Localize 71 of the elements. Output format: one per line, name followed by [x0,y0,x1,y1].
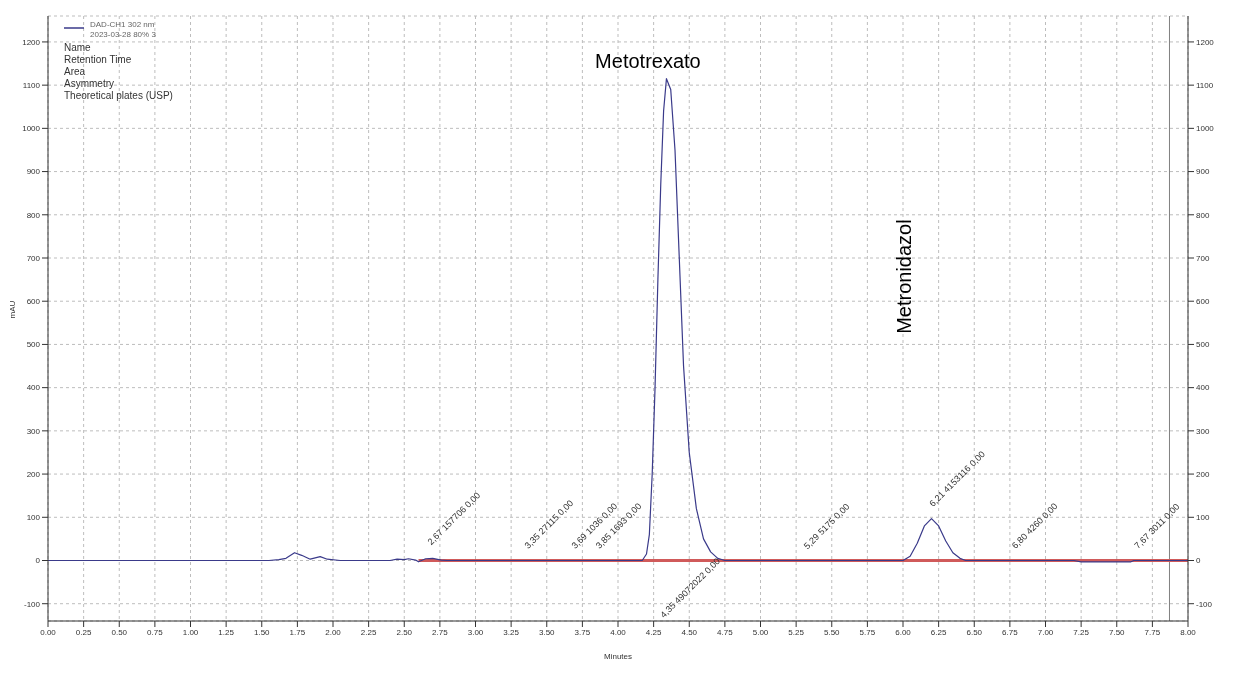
x-tick-label: 0.00 [40,627,57,637]
y-tick-label: 1000 [22,124,41,134]
x-tick-label: 1.75 [289,627,306,637]
y-tick-label: 1100 [22,80,41,90]
x-tick-label: 5.00 [752,627,769,637]
y2-tick-label: 800 [1196,210,1210,220]
y-axis-title: mAU [7,300,17,319]
x-tick-label: 5.25 [788,627,805,637]
annotation: Metronidazol [893,219,916,334]
y-tick-label: 800 [26,210,41,220]
x-tick-label: 3.75 [574,627,591,637]
x-tick-label: 4.50 [681,627,698,637]
x-tick-label: 3.50 [538,627,556,637]
y2-tick-label: 1000 [1196,124,1215,134]
x-tick-label: 6.50 [966,627,983,637]
y2-tick-label: 1200 [1196,37,1215,47]
x-tick-label: 4.00 [610,627,627,637]
x-tick-label: 0.50 [111,627,128,637]
x-tick-label: 4.25 [645,627,662,637]
x-tick-label: 2.75 [432,627,449,637]
x-tick-label: 2.25 [360,627,377,637]
y-tick-label: 300 [26,426,41,436]
x-tick-label: 2.50 [396,627,413,637]
x-tick-label: 7.75 [1144,627,1161,637]
y-tick-label: 900 [26,167,41,177]
x-tick-label: 2.00 [325,627,342,637]
y2-tick-label: 500 [1196,340,1210,350]
y2-tick-label: 1100 [1196,80,1214,90]
y2-tick-label: 200 [1196,469,1210,479]
x-tick-label: 1.50 [253,627,271,637]
x-tick-label: 4.75 [717,627,734,637]
x-tick-label: 6.75 [1002,627,1019,637]
y-tick-label: -100 [23,599,41,609]
legend-label: DAD-CH1 302 nm 2023-03-28 80% 3 [90,20,157,40]
x-tick-label: 1.00 [182,627,199,637]
y-tick-label: 400 [26,383,41,393]
y-tick-label: 1200 [22,37,41,47]
y-tick-label: 600 [26,297,41,307]
x-tick-label: 8.00 [1180,627,1197,637]
x-axis-title: Minutes [603,652,633,661]
x-tick-label: 7.50 [1108,627,1126,637]
y2-tick-label: 400 [1196,383,1210,393]
x-tick-label: 6.00 [895,627,912,637]
y2-tick-label: -100 [1196,599,1213,609]
x-tick-label: 3.00 [467,627,484,637]
annotation: Theoretical plates (USP) [64,90,173,102]
annotation: Retention Time [64,54,133,66]
y2-tick-label: 100 [1196,513,1210,523]
x-tick-label: 1.25 [218,627,235,637]
annotation: Name [64,42,92,54]
x-tick-label: 6.25 [930,627,947,637]
y2-tick-label: 600 [1196,297,1210,307]
x-tick-label: 0.25 [75,627,92,637]
y-tick-label: 500 [26,340,41,350]
x-tick-label: 5.75 [859,627,876,637]
annotation: Asymmetry [64,78,115,90]
x-tick-label: 7.25 [1073,627,1090,637]
y-tick-label: 0 [35,556,41,566]
y2-tick-label: 900 [1196,167,1210,177]
x-tick-label: 3.25 [503,627,520,637]
y-tick-label: 700 [26,253,41,263]
y2-tick-label: 700 [1196,253,1210,263]
x-tick-label: 7.00 [1037,627,1054,637]
y-tick-label: 200 [26,469,41,479]
annotation: Area [64,66,87,78]
y2-tick-label: 300 [1196,426,1210,436]
x-tick-label: 5.50 [823,627,841,637]
y-tick-label: 100 [26,513,41,523]
annotation: Metotrexato [595,49,701,72]
x-tick-label: 0.75 [147,627,164,637]
y2-tick-label: 0 [1196,556,1201,566]
